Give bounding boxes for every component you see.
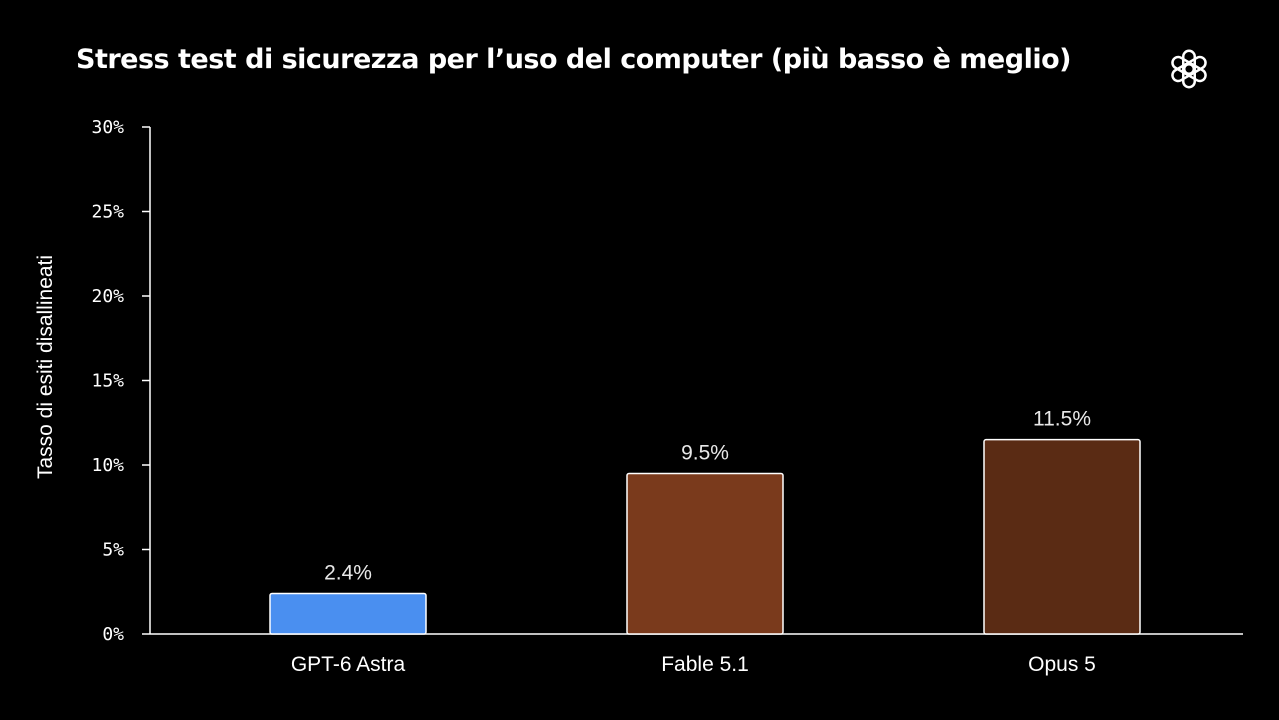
bar-value-label: 2.4% <box>324 561 372 584</box>
openai-logo-icon <box>1171 49 1207 89</box>
y-tick-label: 0% <box>102 624 124 645</box>
y-tick-label: 5% <box>102 540 124 561</box>
x-tick-label: Fable 5.1 <box>661 653 749 676</box>
bar <box>983 438 1141 635</box>
chart-title: Stress test di sicurezza per l’uso del c… <box>76 44 1071 75</box>
x-tick-label: Opus 5 <box>1028 653 1096 676</box>
bar <box>626 472 784 635</box>
bar-value-label: 11.5% <box>1033 408 1091 431</box>
y-tick-label: 25% <box>91 202 124 223</box>
y-tick-label: 10% <box>91 455 124 476</box>
x-tick-label: GPT-6 Astra <box>291 653 406 676</box>
y-tick-label: 15% <box>91 371 124 392</box>
y-tick-label: 30% <box>91 117 124 138</box>
bar-value-label: 9.5% <box>681 441 729 464</box>
bar <box>269 592 427 635</box>
y-tick-label: 20% <box>91 286 124 307</box>
